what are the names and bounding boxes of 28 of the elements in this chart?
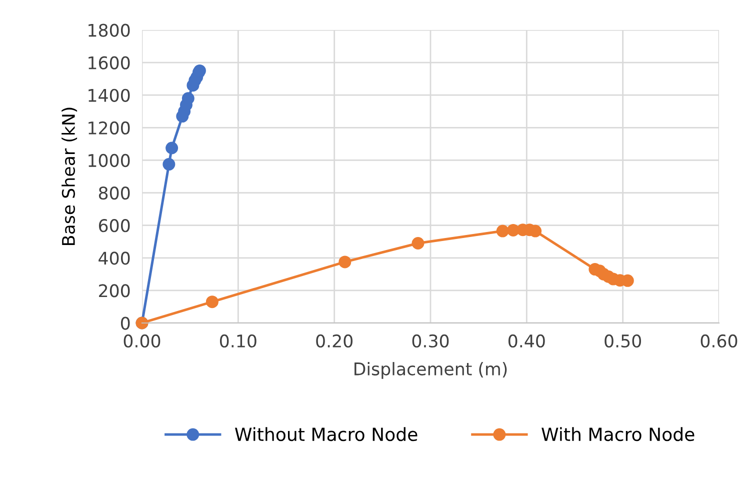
y-axis-title: Base Shear (kN) [62,108,78,245]
x-tick-label: 0.00 [124,334,160,348]
legend-label: With Macro Node [542,427,694,442]
y-tick-label: 1000 [88,154,130,168]
point [162,158,176,171]
y-tick-label: 200 [99,284,130,298]
x-tick-label: 0.30 [412,334,449,348]
y-tick-label: 1200 [88,121,130,135]
x-axis-title: Displacement (m) [354,362,507,379]
point [166,142,178,154]
legend-label: Without Macro Node [235,427,418,442]
y-tick-label: 1600 [88,56,130,70]
y-tick-label: 800 [98,186,130,200]
y-tick-label: 0 [120,316,130,330]
x-tick-label: 0.50 [604,334,642,348]
point [412,236,424,250]
point [496,224,509,238]
y-tick-label: 1400 [88,88,130,102]
x-tick-label: 0.20 [316,334,353,348]
x-tick-label: 0.60 [700,334,738,348]
x-tick-label: 0.10 [220,334,256,348]
point [338,256,352,268]
point [182,92,194,105]
x-tick-label: 0.40 [508,334,545,348]
y-tick-label: 1800 [88,24,130,37]
y-tick-label: 600 [98,219,130,232]
point [206,296,218,308]
y-tick-label: 400 [98,252,130,265]
